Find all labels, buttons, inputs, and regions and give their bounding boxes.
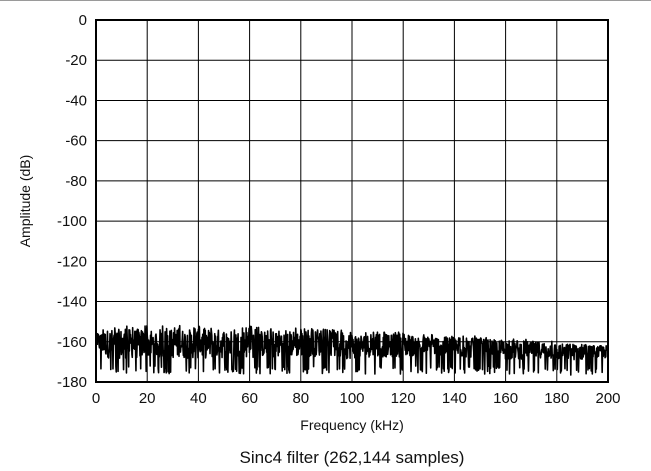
x-axis-title: Frequency (kHz) [300, 417, 403, 433]
y-axis-title: Amplitude (dB) [17, 155, 33, 248]
top-rule [0, 0, 651, 1]
grid-lines [95, 19, 609, 383]
x-tick-label: 200 [595, 390, 620, 407]
x-tick-label: 120 [391, 390, 416, 407]
y-tick-labels: 0 -20 -40 -60 -80 -100 -120 -140 -160 -180 [57, 12, 87, 391]
x-tick-label: 160 [493, 390, 518, 407]
plot-frame [95, 19, 609, 383]
x-tick-label: 140 [442, 390, 467, 407]
y-tick-label: -120 [57, 253, 87, 270]
chart-caption: Sinc4 filter (262,144 samples) [240, 448, 465, 467]
y-tick-label: -20 [65, 52, 87, 69]
y-tick-label: -160 [57, 334, 87, 351]
series-group [96, 324, 609, 376]
x-tick-label: 0 [92, 390, 100, 407]
y-tick-label: -180 [57, 374, 87, 391]
x-tick-label: 100 [339, 390, 364, 407]
x-tick-label: 20 [139, 390, 156, 407]
y-tick-label: -40 [65, 92, 87, 109]
x-tick-label: 80 [292, 390, 309, 407]
x-tick-labels: 0 20 40 60 80 100 120 140 160 180 200 [92, 390, 621, 407]
x-tick-label: 40 [190, 390, 207, 407]
y-tick-label: -140 [57, 294, 87, 311]
series-line [96, 324, 609, 376]
x-tick-label: 180 [544, 390, 569, 407]
y-tick-label: 0 [79, 12, 87, 29]
x-tick-label: 60 [241, 390, 258, 407]
y-tick-label: -60 [65, 133, 87, 150]
y-tick-label: -80 [65, 173, 87, 190]
y-tick-label: -100 [57, 213, 87, 230]
